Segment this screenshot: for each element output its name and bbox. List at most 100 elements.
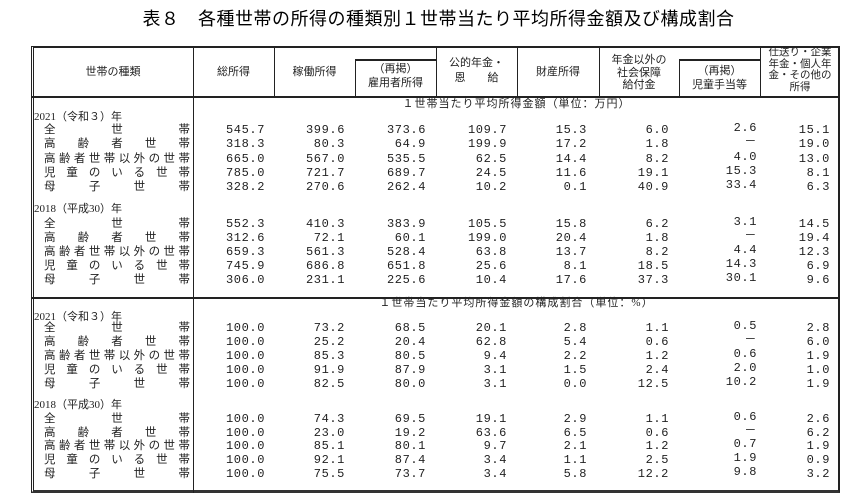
earned-income-cell: 399.6 (305, 123, 345, 137)
child-allowance-cell: 4.0 (733, 150, 757, 164)
social-security-cell: 8.2 (645, 152, 669, 166)
property-income-cell: 2.9 (563, 412, 587, 426)
property-income-cell: 17.6 (555, 273, 587, 287)
social-security-cell: 8.2 (645, 245, 669, 259)
total-income-cell: 100.0 (225, 439, 265, 453)
earned-income-cell: 74.3 (313, 412, 345, 426)
social-security-cell: 0.6 (645, 335, 669, 349)
header-label: 社会保障 (617, 66, 661, 79)
earned-income-cell: 561.3 (305, 245, 345, 259)
social-security-cell: 12.2 (637, 467, 669, 481)
total-income-cell: 100.0 (225, 453, 265, 467)
table-row: 母 子 世 帯 328.2 270.6 262.4 10.2 0.1 40.9 … (0, 178, 861, 194)
total-income-cell: 100.0 (225, 377, 265, 391)
year-label: 2021（令和３）年 (34, 311, 122, 323)
header-household-type: 世帯の種類 (33, 65, 193, 79)
subheader-divider (679, 59, 681, 97)
other-income-cell: 0.9 (806, 453, 830, 467)
employee-income-cell: 68.5 (394, 321, 426, 335)
household-type-label: 全 世 帯 (44, 413, 190, 425)
employee-income-cell: 69.5 (394, 412, 426, 426)
total-income-cell: 545.7 (225, 123, 265, 137)
employee-income-cell: 651.8 (386, 259, 426, 273)
year-label: 2018（平成30）年 (34, 203, 122, 215)
social-security-cell: 19.1 (637, 166, 669, 180)
other-income-cell: 6.9 (806, 259, 830, 273)
social-security-cell: 6.0 (645, 123, 669, 137)
child-allowance-cell: 0.6 (733, 347, 757, 361)
table-row: 母 子 世 帯 306.0 231.1 225.6 10.4 17.6 37.3… (0, 271, 861, 287)
public-pension-cell: 3.1 (483, 377, 507, 391)
other-income-cell: 6.0 (806, 335, 830, 349)
year-label: 2018（平成30）年 (34, 399, 122, 411)
employee-income-cell: 80.1 (394, 439, 426, 453)
header-label: 年金以外の (611, 54, 667, 66)
household-type-label: 高 齢 者 世 帯 (44, 138, 190, 150)
other-income-cell: 19.0 (798, 137, 830, 151)
property-income-cell: 17.2 (555, 137, 587, 151)
property-income-cell: 11.6 (555, 166, 587, 180)
earned-income-cell: 85.3 (313, 349, 345, 363)
household-type-label: 全 世 帯 (44, 124, 190, 136)
total-income-cell: 100.0 (225, 467, 265, 481)
total-income-cell: 100.0 (225, 349, 265, 363)
public-pension-cell: 3.1 (483, 363, 507, 377)
total-income-cell: 306.0 (225, 273, 265, 287)
table-row: 全 世 帯 100.0 74.3 69.5 19.1 2.9 1.1 0.6 2… (0, 410, 861, 426)
header-label: 所得 (789, 82, 811, 94)
property-income-cell: 5.8 (563, 467, 587, 481)
header-label: 児童手当等 (692, 79, 747, 91)
subheader-top-rule (679, 59, 760, 61)
household-type-label: 高 齢 者 世 帯 以 外 の 世 帯 (44, 153, 190, 165)
child-allowance-cell: 4.4 (733, 243, 757, 257)
section-unit-label: １世帯当たり平均所得金額（単位：万円） (402, 98, 631, 110)
property-income-cell: 2.2 (563, 349, 587, 363)
child-allowance-cell: 3.1 (733, 215, 757, 229)
household-type-label: 児 童 の い る 世 帯 (44, 167, 190, 179)
total-income-cell: 100.0 (225, 321, 265, 335)
total-income-cell: 100.0 (225, 363, 265, 377)
total-income-cell: 100.0 (225, 426, 265, 440)
employee-income-cell: 20.4 (394, 335, 426, 349)
household-type-label: 母 子 世 帯 (44, 468, 190, 480)
household-type-label: 高 齢 者 世 帯 (44, 232, 190, 244)
header-divider (274, 46, 276, 97)
other-income-cell: 6.3 (806, 180, 830, 194)
header-earned-income: 稼働所得 (274, 65, 355, 79)
earned-income-cell: 23.0 (313, 426, 345, 440)
property-income-cell: 5.4 (563, 335, 587, 349)
social-security-cell: 37.3 (637, 273, 669, 287)
employee-income-cell: 73.7 (394, 467, 426, 481)
total-income-cell: 312.6 (225, 231, 265, 245)
table-row: 高 齢 者 世 帯 100.0 23.0 19.2 63.6 6.5 0.6 －… (0, 424, 861, 440)
header-social-security: 年金以外の 社会保障 給付金 (599, 54, 679, 92)
public-pension-cell: 10.4 (475, 273, 507, 287)
header-label: 公的年金・ (449, 57, 504, 69)
header-divider (517, 46, 519, 97)
child-allowance-cell: － (744, 135, 757, 149)
other-income-cell: 13.0 (798, 152, 830, 166)
header-label: 雇用者所得 (368, 77, 423, 89)
earned-income-cell: 410.3 (305, 217, 345, 231)
other-income-cell: 19.4 (798, 231, 830, 245)
public-pension-cell: 63.8 (475, 245, 507, 259)
child-allowance-cell: 0.5 (733, 319, 757, 333)
public-pension-cell: 9.7 (483, 439, 507, 453)
public-pension-cell: 24.5 (475, 166, 507, 180)
employee-income-cell: 80.5 (394, 349, 426, 363)
earned-income-cell: 686.8 (305, 259, 345, 273)
other-income-cell: 6.2 (806, 426, 830, 440)
employee-income-cell: 689.7 (386, 166, 426, 180)
child-allowance-cell: 15.3 (725, 164, 757, 178)
social-security-cell: 40.9 (637, 180, 669, 194)
table-row: 児 童 の い る 世 帯 100.0 91.9 87.9 3.1 1.5 2.… (0, 361, 861, 377)
header-divider (760, 46, 762, 97)
other-income-cell: 2.8 (806, 321, 830, 335)
other-income-cell: 1.9 (806, 439, 830, 453)
year-label: 2021（令和３）年 (34, 111, 122, 123)
earned-income-cell: 72.1 (313, 231, 345, 245)
property-income-cell: 0.0 (563, 377, 587, 391)
earned-income-cell: 82.5 (313, 377, 345, 391)
total-income-cell: 745.9 (225, 259, 265, 273)
property-income-cell: 1.1 (563, 453, 587, 467)
